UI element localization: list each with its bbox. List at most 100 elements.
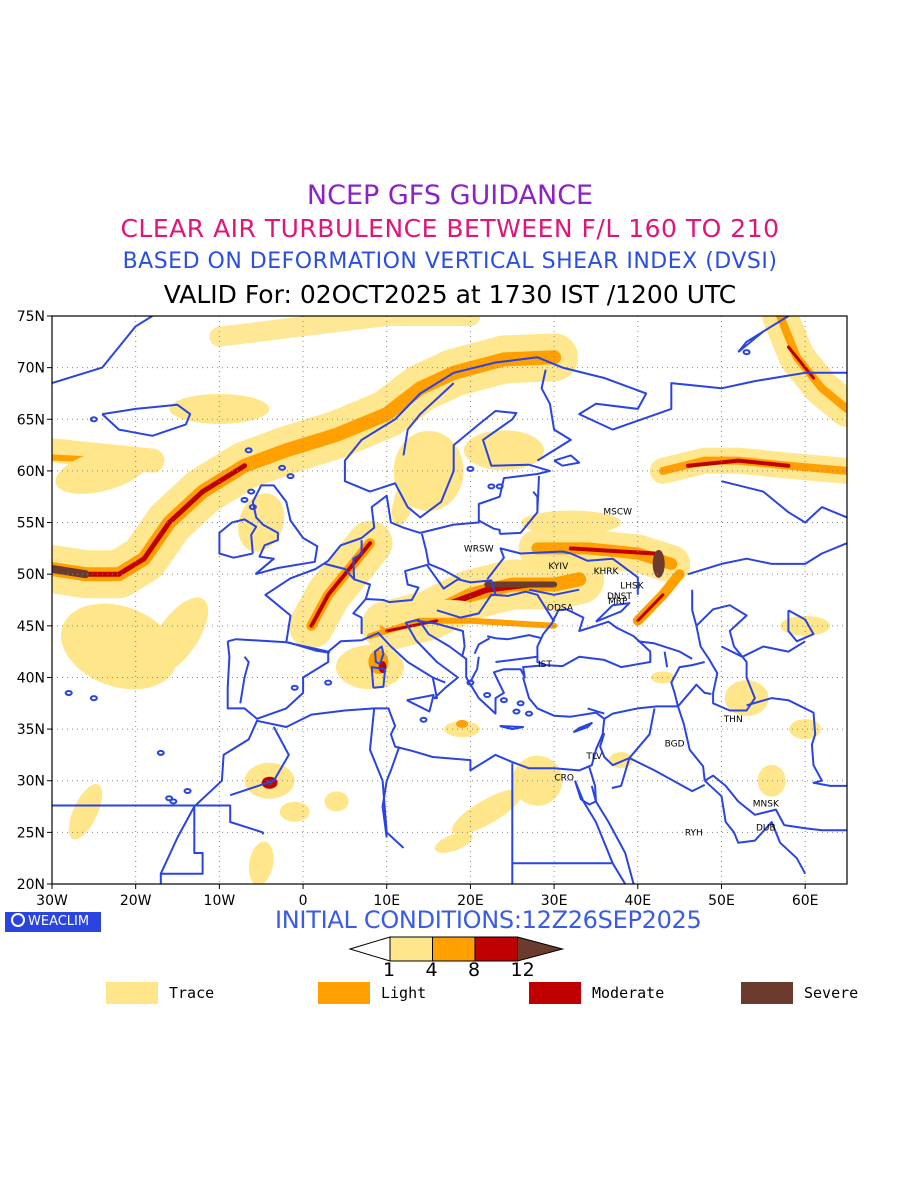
boundary-line: [473, 637, 491, 655]
city-label: MRP: [608, 597, 628, 607]
island-outline: [419, 716, 428, 723]
turbulence-patch: [520, 510, 621, 535]
island-outline: [247, 488, 256, 495]
boundary-line: [721, 480, 847, 524]
boundary-line: [574, 780, 627, 884]
boundary-line: [239, 656, 250, 704]
turbulence-patch: [248, 841, 274, 884]
turbulence-band: [636, 593, 665, 623]
turbulence-shading: [52, 316, 847, 884]
logo-circle-icon: [11, 913, 25, 927]
boundary-line: [572, 721, 593, 734]
turbulence-band: [686, 458, 791, 468]
boundary-line: [511, 763, 612, 865]
legend-swatch: [741, 982, 793, 1004]
boundary-line: [611, 757, 631, 789]
boundary-line: [574, 780, 597, 806]
boundary-line: [226, 638, 330, 720]
boundary-line: [637, 640, 693, 660]
turbulence-patch: [324, 791, 349, 812]
city-label: LHSK: [620, 582, 644, 592]
turbulence-patch: [68, 784, 103, 840]
lon-tick-label: 50E: [708, 893, 735, 909]
city-label: DNST: [607, 592, 632, 602]
lat-tick-label: 50N: [17, 567, 45, 583]
island-outline: [324, 679, 333, 686]
boundary-line: [406, 694, 435, 713]
boundary-line: [402, 382, 455, 456]
boundary-line: [499, 490, 539, 535]
city-label: MSCW: [603, 507, 632, 517]
legend-swatch: [318, 982, 370, 1004]
boundary-line: [628, 757, 706, 793]
boundary-line: [687, 542, 847, 576]
lon-tick-label: 30W: [36, 893, 68, 909]
boundary-line: [478, 519, 501, 534]
boundary-line: [264, 356, 847, 643]
brand-label: WEACLIM: [28, 914, 90, 929]
legend-label: Moderate: [592, 984, 665, 1002]
boundary-line: [160, 805, 204, 875]
legend-label: Trace: [169, 984, 215, 1002]
boundary-line: [436, 590, 555, 623]
lon-tick-label: 0: [299, 893, 308, 909]
boundary-line: [721, 640, 806, 658]
island-outline: [286, 473, 295, 480]
city-label: WRSW: [464, 544, 494, 554]
city-label: BGD: [665, 740, 685, 750]
boundary-line: [595, 602, 631, 623]
colorbar-tick-label: 1: [383, 959, 396, 981]
island-outline: [466, 679, 475, 686]
city-label: TLV: [585, 752, 603, 762]
turbulence-band: [52, 565, 90, 579]
turbulence-patch: [789, 719, 822, 740]
turbulence-patch: [463, 430, 544, 471]
boundary-line: [663, 651, 669, 668]
boundary-line: [746, 697, 847, 787]
boundary-line: [536, 476, 540, 511]
island-outline: [278, 464, 287, 471]
island-outline: [487, 483, 496, 490]
island-outline: [466, 465, 475, 472]
island-outline: [442, 293, 448, 297]
boundary-line: [324, 540, 363, 581]
colorbar-tick-label: 12: [510, 959, 535, 981]
boundary-line: [536, 369, 572, 462]
turbulence-patch: [169, 393, 270, 424]
boundary-line: [353, 578, 371, 600]
city-label: THN: [723, 715, 743, 725]
boundary-line: [52, 804, 264, 835]
city-label: RYH: [685, 828, 703, 838]
boundary-line: [603, 661, 705, 720]
boundary-line: [588, 767, 597, 802]
island-outline: [426, 283, 432, 287]
colorbar: [348, 936, 565, 962]
turbulence-patch: [452, 789, 523, 835]
boundary-line: [381, 746, 401, 838]
coastlines-borders: [52, 283, 847, 884]
boundary-line: [416, 619, 466, 658]
map-frame: [51, 315, 848, 885]
turbulence-patch: [456, 719, 469, 728]
lon-tick-label: 10E: [373, 893, 400, 909]
turbulence-patch: [279, 801, 310, 822]
boundary-line: [495, 655, 538, 663]
turbulence-patch: [652, 549, 665, 578]
boundary-line: [695, 604, 756, 712]
island-outline: [290, 684, 299, 691]
lon-tick-label: 40E: [624, 893, 651, 909]
boundary-line: [587, 707, 605, 715]
turbulence-patch: [60, 603, 177, 690]
lat-tick-label: 75N: [17, 309, 45, 325]
title-guidance: NCEP GFS GUIDANCE: [306, 180, 594, 211]
turbulence-band: [209, 316, 481, 347]
boundary-line: [287, 641, 330, 654]
turbulence-band: [762, 316, 847, 427]
island-outline: [183, 788, 192, 795]
boundary-line: [229, 726, 290, 797]
island-outline: [499, 697, 508, 704]
boundary-line: [101, 403, 192, 437]
boundary-line: [677, 706, 706, 781]
